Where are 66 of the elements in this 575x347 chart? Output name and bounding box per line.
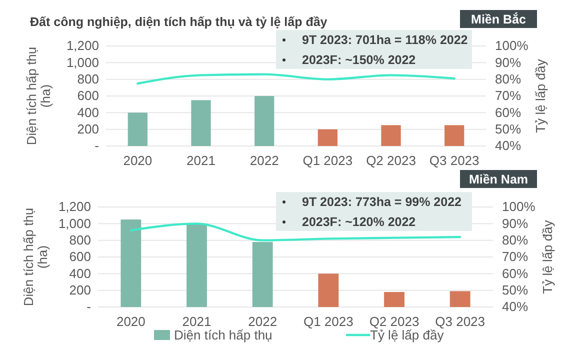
y2-tick-label: 90% <box>502 216 528 231</box>
x-tick-label: 2020 <box>116 314 146 330</box>
annotation: 9T 2023: 773ha = 99% 2022 <box>302 195 462 209</box>
y2-tick-label: 60% <box>495 104 522 120</box>
x-tick-label: 2022 <box>248 314 278 330</box>
y-tick-label: - <box>94 138 99 154</box>
y-tick-label: 600 <box>77 88 99 104</box>
bar <box>186 224 207 307</box>
line-series <box>136 73 456 85</box>
x-tick-label: 2021 <box>186 153 216 168</box>
y-tick-label: 1,200 <box>66 38 99 54</box>
y2-axis-title: Tỷ lệ lấp đầy <box>533 58 548 133</box>
bar <box>444 125 464 146</box>
bar <box>450 291 470 307</box>
chart-subtitle: Miền Bắc <box>471 12 526 26</box>
chart-title: Đất công nghiệp, diện tích hấp thụ và tỷ lệ lấp đầy <box>30 15 328 29</box>
legend-label: Tỷ lệ lấp đầy <box>370 328 444 342</box>
y-tick-label: 200 <box>69 282 91 298</box>
annotation: 2023F: ~120% 2022 <box>302 215 416 229</box>
y2-tick-label: 50% <box>495 121 522 136</box>
y-tick-label: 1,000 <box>66 54 99 70</box>
y2-tick-label: 80% <box>502 232 528 248</box>
y2-tick-label: 40% <box>502 299 528 314</box>
bar <box>318 274 339 307</box>
x-tick-label: Q1 2023 <box>302 153 353 168</box>
bar <box>191 100 211 146</box>
annotation: 9T 2023: 701ha = 118% 2022 <box>302 33 468 47</box>
y2-tick-label: 70% <box>495 88 522 104</box>
chart-subtitle: Miền Nam <box>468 172 528 186</box>
y2-tick-label: 50% <box>502 282 528 298</box>
bar <box>120 220 142 307</box>
bar <box>254 96 274 146</box>
x-tick-label: 2022 <box>250 153 279 168</box>
annotation: 2023F: ~150% 2022 <box>302 53 416 67</box>
y-axis-title: Diện tích hấp thụ (ha) <box>24 46 54 146</box>
x-tick-label: Q2 2023 <box>369 314 420 330</box>
y-tick-label: 1,000 <box>58 216 91 231</box>
y-tick-label: 400 <box>69 266 91 281</box>
y2-tick-label: 60% <box>502 266 528 281</box>
y2-axis-title: Tỷ lệ lấp đầy <box>540 220 555 294</box>
x-tick-label: Q3 2023 <box>429 153 480 168</box>
x-tick-label: 2020 <box>123 153 152 168</box>
y-tick-label: 600 <box>69 249 91 264</box>
bar <box>318 129 338 146</box>
y-tick-label: 800 <box>77 71 99 86</box>
y-tick-label: 1,200 <box>58 199 91 214</box>
x-tick-label: Q2 2023 <box>366 153 416 168</box>
x-tick-label: Q3 2023 <box>435 314 486 330</box>
bar <box>384 292 404 307</box>
y-tick-label: 400 <box>77 104 99 120</box>
y-axis-title: Diện tích hấp thụ (ha) <box>20 208 50 306</box>
y-tick-label: 200 <box>77 121 99 136</box>
y-tick-label: 800 <box>69 232 91 248</box>
x-tick-label: Q1 2023 <box>303 314 354 330</box>
y2-tick-label: 100% <box>495 38 529 54</box>
y2-tick-label: 70% <box>502 249 528 264</box>
y2-tick-label: 40% <box>495 138 522 154</box>
y2-tick-label: 100% <box>502 199 536 214</box>
y2-tick-label: 90% <box>495 54 522 70</box>
legend-label: Diện tích hấp thụ <box>174 328 272 342</box>
bar <box>381 125 401 146</box>
bar <box>128 112 148 146</box>
y2-tick-label: 80% <box>495 71 522 86</box>
bar <box>252 242 273 307</box>
x-tick-label: 2021 <box>182 314 212 330</box>
y-tick-label: - <box>86 299 91 314</box>
